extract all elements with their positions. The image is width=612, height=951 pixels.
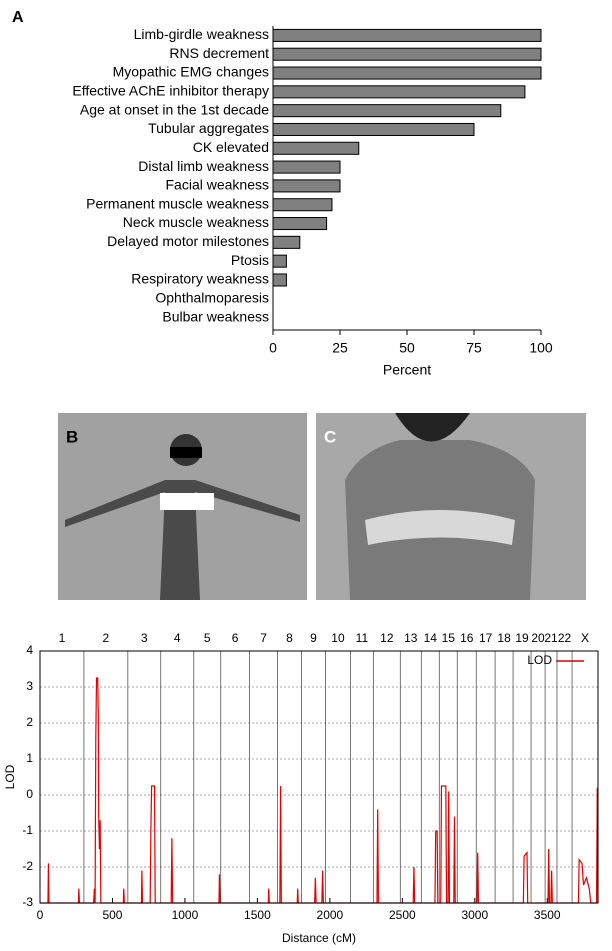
chromosome-label: 8 bbox=[286, 631, 293, 645]
bar bbox=[273, 67, 541, 79]
category-label: Tubular aggregates bbox=[148, 120, 269, 136]
chromosome-label: 6 bbox=[232, 631, 239, 645]
chromosome-label: 14 bbox=[424, 631, 438, 645]
chromosome-label: 16 bbox=[460, 631, 474, 645]
chromosome-label: 21 bbox=[544, 631, 558, 645]
chromosome-label: 3 bbox=[141, 631, 148, 645]
figure: A B C Limb-girdle weakness RNS decrement M… bbox=[0, 0, 612, 951]
bar bbox=[273, 161, 340, 173]
category-label: Neck muscle weakness bbox=[123, 214, 269, 230]
bar bbox=[273, 142, 359, 154]
x-axis-label: Distance (cM) bbox=[282, 931, 356, 945]
chromosome-label: 2 bbox=[103, 631, 110, 645]
category-label: Bulbar weakness bbox=[162, 308, 269, 324]
category-label: Delayed motor milestones bbox=[107, 233, 269, 249]
page: {"panel_labels":["A","B","C"], "chart_da… bbox=[0, 0, 612, 951]
chromosome-label: 13 bbox=[404, 631, 418, 645]
photo-b bbox=[58, 413, 307, 600]
photo-c bbox=[316, 413, 586, 600]
category-label: Age at onset in the 1st decade bbox=[80, 101, 269, 117]
category-label: CK elevated bbox=[193, 139, 269, 155]
bar bbox=[273, 105, 501, 117]
bar bbox=[273, 199, 332, 211]
chromosome-label: 19 bbox=[515, 631, 529, 645]
x-tick-label: 1500 bbox=[244, 908, 271, 922]
x-tick-label: 25 bbox=[332, 340, 348, 356]
bar bbox=[273, 48, 541, 60]
y-tick-label: -3 bbox=[22, 895, 33, 909]
category-label: Myopathic EMG changes bbox=[113, 64, 269, 80]
legend-label: LOD bbox=[527, 653, 552, 667]
chromosome-label: 4 bbox=[174, 631, 181, 645]
chromosome-label: 11 bbox=[356, 631, 369, 645]
chromosome-label: 10 bbox=[331, 631, 345, 645]
chromosome-label: X bbox=[581, 631, 589, 645]
lod-line bbox=[40, 678, 598, 903]
x-tick-label: 75 bbox=[466, 340, 482, 356]
y-tick-label: 2 bbox=[26, 715, 33, 729]
x-tick-label: 1000 bbox=[172, 908, 199, 922]
category-label: Ptosis bbox=[231, 252, 269, 268]
bar bbox=[273, 255, 286, 267]
chromosome-label: 1 bbox=[59, 631, 66, 645]
bar bbox=[273, 236, 300, 248]
chromosome-label: 5 bbox=[204, 631, 211, 645]
x-tick-label: 3500 bbox=[534, 908, 561, 922]
category-label: Distal limb weakness bbox=[138, 158, 269, 174]
chromosome-label: 9 bbox=[310, 631, 317, 645]
x-axis-label: Percent bbox=[383, 362, 431, 378]
category-label: Effective AChE inhibitor therapy bbox=[72, 83, 269, 99]
y-tick-label: 4 bbox=[26, 643, 33, 657]
category-label: Respiratory weakness bbox=[131, 271, 269, 287]
category-label: Limb-girdle weakness bbox=[134, 26, 269, 42]
bar bbox=[273, 29, 541, 41]
x-tick-label: 100 bbox=[529, 340, 553, 356]
chromosome-label: 20 bbox=[531, 631, 545, 645]
category-label: Facial weakness bbox=[166, 177, 270, 193]
chromosome-label: 17 bbox=[479, 631, 493, 645]
panel-label: A bbox=[12, 9, 24, 26]
plot-frame bbox=[40, 651, 598, 903]
y-tick-label: -1 bbox=[22, 823, 33, 837]
chromosome-label: 15 bbox=[442, 631, 456, 645]
category-label: Permanent muscle weakness bbox=[86, 195, 269, 211]
x-tick-label: 2000 bbox=[317, 908, 344, 922]
chromosome-label: 12 bbox=[380, 631, 394, 645]
y-tick-label: -2 bbox=[22, 859, 33, 873]
bar bbox=[273, 274, 286, 286]
chromosome-label: 22 bbox=[558, 631, 572, 645]
bar bbox=[273, 123, 474, 135]
panel-label: B bbox=[66, 427, 78, 446]
x-tick-label: 50 bbox=[399, 340, 415, 356]
panel-label: C bbox=[324, 427, 336, 446]
category-label: RNS decrement bbox=[169, 45, 269, 61]
bar bbox=[273, 86, 525, 98]
y-tick-label: 1 bbox=[26, 751, 33, 765]
x-tick-label: 2500 bbox=[389, 908, 416, 922]
x-tick-label: 500 bbox=[102, 908, 122, 922]
bar bbox=[273, 180, 340, 192]
bar bbox=[273, 218, 327, 230]
y-tick-label: 3 bbox=[26, 679, 33, 693]
x-tick-label: 3000 bbox=[461, 908, 488, 922]
y-axis-label: LOD bbox=[3, 764, 17, 789]
category-label: Ophthalmoparesis bbox=[155, 289, 269, 305]
chromosome-label: 7 bbox=[260, 631, 267, 645]
y-tick-label: 0 bbox=[26, 787, 33, 801]
x-tick-label: 0 bbox=[269, 340, 277, 356]
chromosome-label: 18 bbox=[497, 631, 511, 645]
x-tick-label: 0 bbox=[37, 908, 44, 922]
